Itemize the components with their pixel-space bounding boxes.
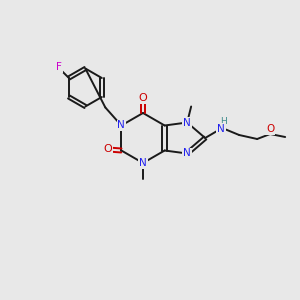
Text: F: F [56, 62, 62, 72]
Text: H: H [220, 118, 226, 127]
Text: N: N [139, 158, 147, 168]
Text: N: N [217, 124, 225, 134]
Text: N: N [183, 118, 191, 128]
Text: O: O [139, 93, 147, 103]
Text: N: N [183, 148, 191, 158]
Text: O: O [266, 124, 274, 134]
Text: N: N [118, 121, 125, 130]
Text: O: O [103, 145, 112, 154]
